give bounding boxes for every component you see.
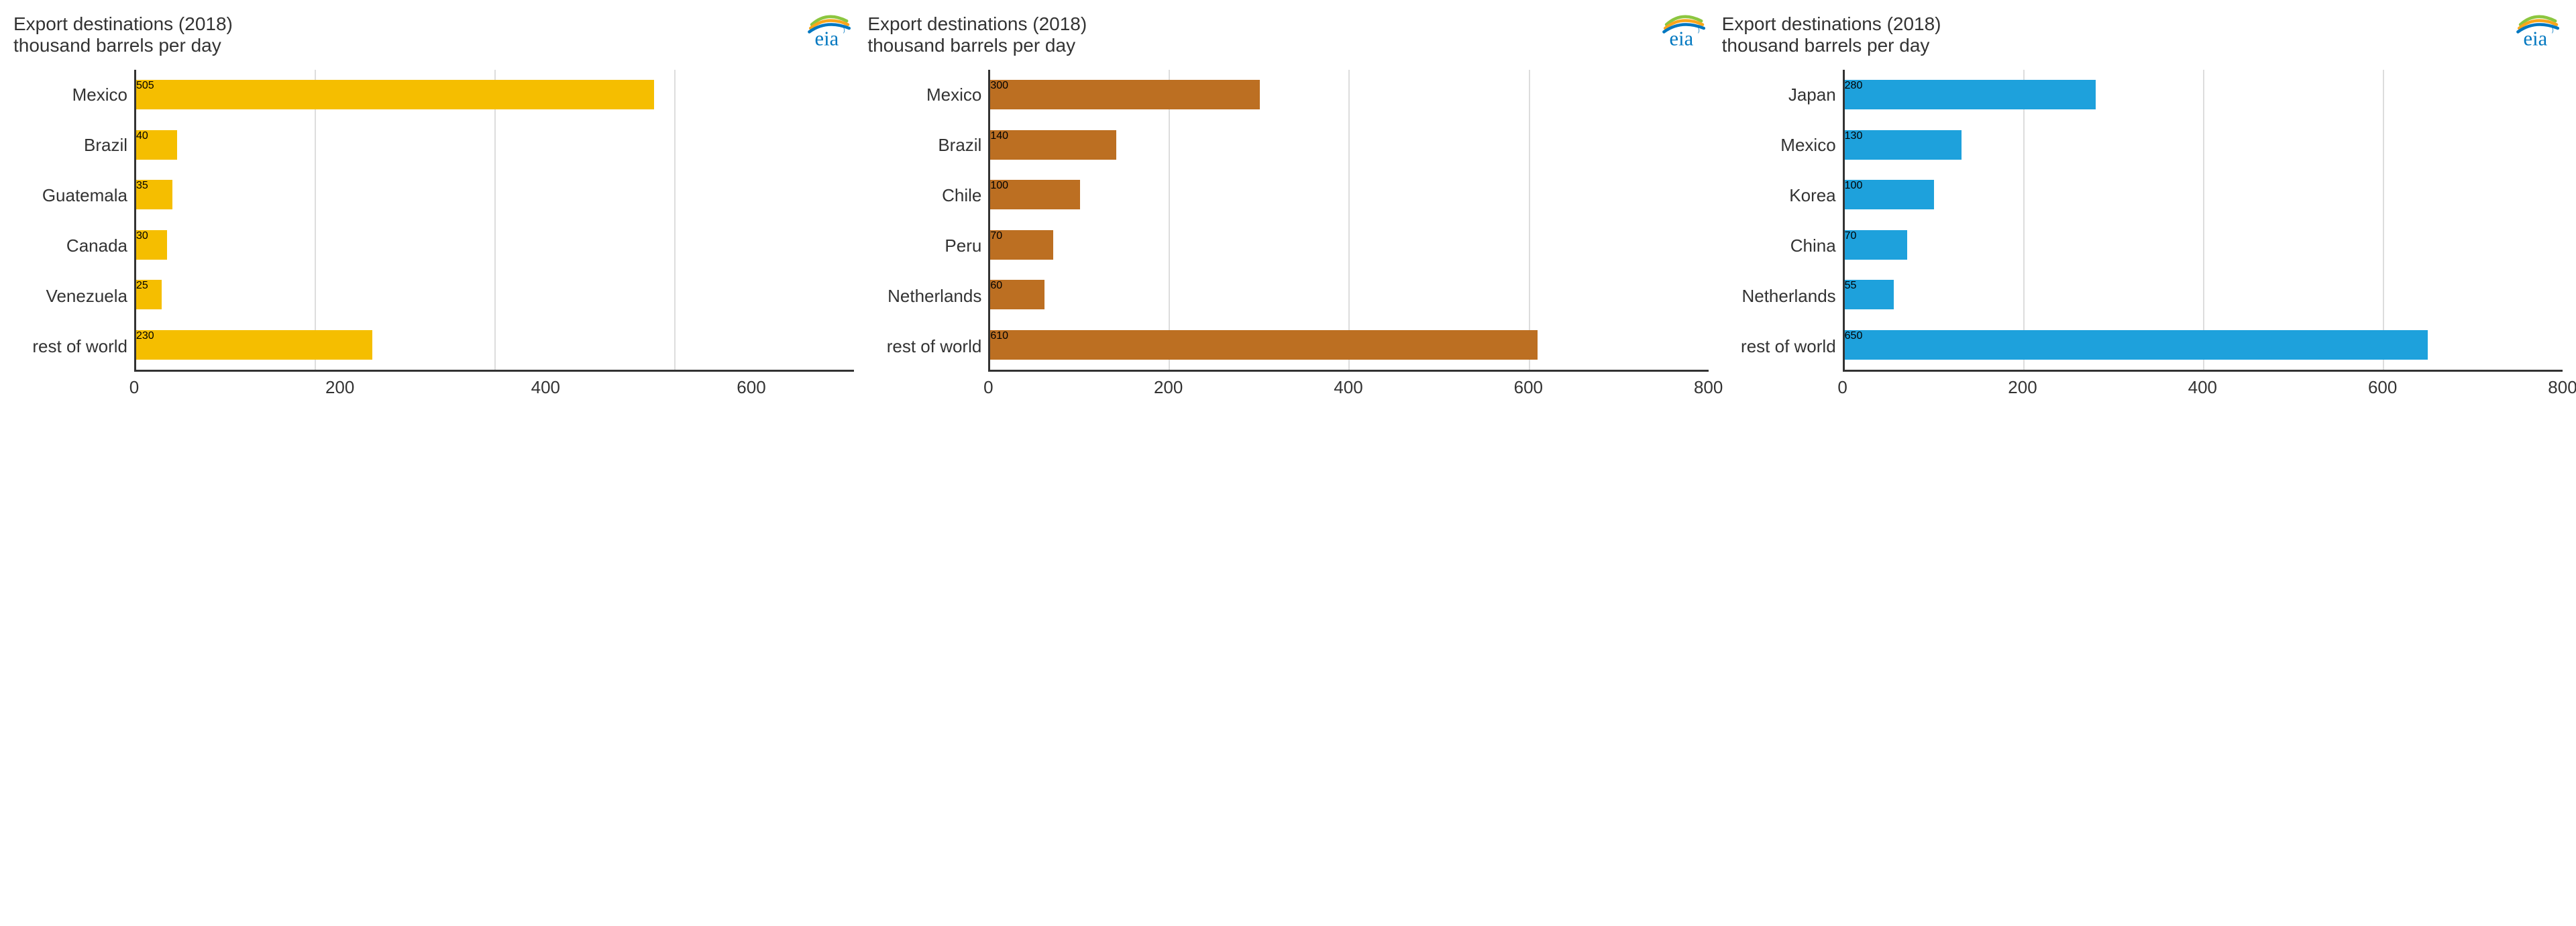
chart-header: Export destinations (2018)thousand barre…	[1722, 13, 2563, 56]
chart-title-line2: thousand barrels per day	[867, 35, 1087, 56]
svg-text:eia: eia	[2523, 27, 2547, 50]
chart-title-line2: thousand barrels per day	[1722, 35, 1941, 56]
bar: 140	[990, 130, 1116, 160]
x-tick: 400	[531, 377, 560, 398]
chart-title-line1: Export destinations (2018)	[867, 13, 1087, 35]
x-tick: 0	[983, 377, 993, 398]
x-tick: 800	[1694, 377, 1723, 398]
eia-logo-icon: eia)	[1648, 13, 1709, 50]
y-label: rest of world	[887, 336, 982, 357]
bars: 280 130 100 70 55 650	[1845, 70, 2563, 370]
y-label: Mexico	[1780, 135, 1835, 156]
chart-title-block: Export destinations (2018)thousand barre…	[1722, 13, 1941, 56]
bars: 300 140 100 70 60 610	[990, 70, 1708, 370]
svg-text:): )	[843, 27, 845, 34]
x-tick: 800	[2548, 377, 2576, 398]
chart-header: Export destinations (2018)thousand barre…	[13, 13, 854, 56]
x-tick: 600	[737, 377, 765, 398]
y-label: Mexico	[72, 85, 127, 105]
bar: 650	[1845, 330, 2428, 360]
plot-area: Japan Mexico Korea China Netherlands rest of …	[1722, 70, 2563, 372]
y-label: China	[1790, 236, 1836, 256]
svg-text:): )	[1697, 27, 1699, 34]
bar: 230	[136, 330, 372, 360]
y-labels: Mexico Brazil Chile Peru Netherlands rest of …	[867, 70, 988, 372]
y-labels: Mexico Brazil Guatemala Canada Venezuela rest…	[13, 70, 134, 372]
chart-panel-0: Export destinations (2018)thousand barre…	[13, 13, 854, 399]
chart-header: Export destinations (2018)thousand barre…	[867, 13, 1708, 56]
chart-title-line1: Export destinations (2018)	[13, 13, 233, 35]
bar: 35	[136, 180, 172, 209]
svg-text:): )	[2552, 27, 2554, 34]
chart-title-line1: Export destinations (2018)	[1722, 13, 1941, 35]
x-tick: 0	[129, 377, 139, 398]
y-label: Mexico	[926, 85, 981, 105]
y-label: Venezuela	[46, 286, 127, 307]
bars: 505 40 35 30 25 230	[136, 70, 854, 370]
x-tick: 200	[2008, 377, 2037, 398]
bar: 70	[1845, 230, 1908, 260]
bars-container: 280 130 100 70 55 650	[1843, 70, 2563, 372]
bar: 25	[136, 280, 162, 309]
bar: 100	[1845, 180, 1935, 209]
x-tick: 600	[1514, 377, 1543, 398]
plot-area: Mexico Brazil Guatemala Canada Venezuela rest…	[13, 70, 854, 372]
y-label: Netherlands	[888, 286, 981, 307]
y-label: Canada	[66, 236, 127, 256]
bar: 100	[990, 180, 1080, 209]
chart-title-block: Export destinations (2018)thousand barre…	[13, 13, 233, 56]
bar: 60	[990, 280, 1044, 309]
bar: 130	[1845, 130, 1962, 160]
bar: 30	[136, 230, 167, 260]
x-tick: 600	[2368, 377, 2397, 398]
svg-text:eia: eia	[815, 27, 839, 50]
bar: 70	[990, 230, 1053, 260]
y-label: Japan	[1788, 85, 1836, 105]
y-label: Peru	[945, 236, 981, 256]
x-tick: 400	[1334, 377, 1362, 398]
x-tick: 200	[1154, 377, 1183, 398]
chart-panel-1: Export destinations (2018)thousand barre…	[867, 13, 1708, 399]
plot-area: Mexico Brazil Chile Peru Netherlands rest of …	[867, 70, 1708, 372]
y-label: rest of world	[1741, 336, 1836, 357]
y-label: Netherlands	[1741, 286, 1835, 307]
eia-logo-icon: eia)	[794, 13, 854, 50]
bar: 300	[990, 80, 1259, 109]
chart-title-line2: thousand barrels per day	[13, 35, 233, 56]
x-tick: 200	[325, 377, 354, 398]
y-label: Korea	[1789, 185, 1835, 206]
bar: 505	[136, 80, 654, 109]
bar: 40	[136, 130, 177, 160]
bar: 610	[990, 330, 1538, 360]
y-labels: Japan Mexico Korea China Netherlands rest of …	[1722, 70, 1843, 372]
svg-text:eia: eia	[1669, 27, 1693, 50]
bar: 280	[1845, 80, 2096, 109]
y-label: Guatemala	[42, 185, 127, 206]
chart-panel-2: Export destinations (2018)thousand barre…	[1722, 13, 2563, 399]
bars-container: 300 140 100 70 60 610	[988, 70, 1708, 372]
x-axis: 0200400600800	[1843, 372, 2563, 399]
x-axis: 0200400600800	[988, 372, 1708, 399]
y-label: Brazil	[938, 135, 981, 156]
y-label: Chile	[942, 185, 981, 206]
bars-container: 505 40 35 30 25 230	[134, 70, 854, 372]
chart-title-block: Export destinations (2018)thousand barre…	[867, 13, 1087, 56]
x-tick: 400	[2188, 377, 2217, 398]
y-label: Brazil	[84, 135, 127, 156]
x-axis: 0200400600	[134, 372, 854, 399]
eia-logo-icon: eia)	[2502, 13, 2563, 50]
x-tick: 0	[1837, 377, 1847, 398]
bar: 55	[1845, 280, 1894, 309]
y-label: rest of world	[32, 336, 127, 357]
